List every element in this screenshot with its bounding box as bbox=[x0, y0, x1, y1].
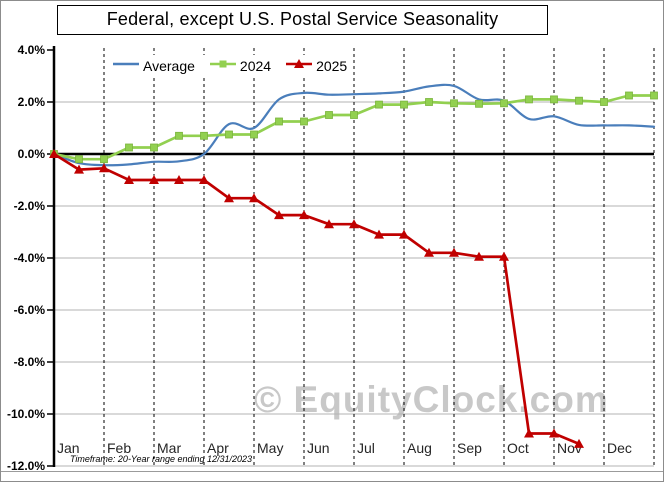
square-marker-2024 bbox=[225, 130, 233, 139]
month-label: Mar bbox=[157, 440, 181, 456]
triangle-marker-2025 bbox=[124, 175, 134, 184]
triangle-marker-2025 bbox=[199, 175, 209, 184]
triangle-marker-2025 bbox=[274, 210, 284, 220]
triangle-marker-2025 bbox=[574, 438, 584, 448]
triangle-marker-2025 bbox=[349, 219, 359, 229]
triangle-marker-2025 bbox=[549, 428, 559, 438]
month-label: Apr bbox=[207, 440, 229, 456]
triangle-marker-2025 bbox=[249, 193, 259, 203]
square-marker-2024 bbox=[400, 100, 408, 109]
square-marker-2024 bbox=[475, 99, 483, 108]
square-marker-2024 bbox=[525, 95, 533, 104]
month-label: Jul bbox=[357, 440, 375, 456]
legend-label-2024: 2024 bbox=[239, 58, 272, 74]
y-axis-label: -6.0% bbox=[14, 303, 46, 317]
chart-title: Federal, except U.S. Postal Service Seas… bbox=[57, 5, 548, 35]
line-swatch-icon bbox=[113, 62, 139, 66]
square-marker-2024 bbox=[75, 155, 83, 164]
y-axis-label: -4.0% bbox=[14, 251, 46, 265]
square-marker-2024 bbox=[350, 111, 358, 119]
square-marker-2024 bbox=[325, 111, 333, 119]
square-marker-2024 bbox=[375, 100, 383, 109]
triangle-marker-2025 bbox=[149, 175, 159, 184]
y-axis-label: -2.0% bbox=[14, 199, 46, 213]
legend-item-2024: 2024 bbox=[209, 57, 272, 75]
triangle-marker-2025 bbox=[224, 193, 234, 203]
square-marker-2024 bbox=[500, 99, 508, 108]
square-marker-2024 bbox=[300, 117, 308, 126]
legend-item-2025: 2025 bbox=[286, 57, 347, 75]
square-marker-2024 bbox=[275, 117, 283, 126]
y-axis-label: 2.0% bbox=[18, 95, 46, 109]
square-marker-2024 bbox=[575, 96, 583, 105]
month-label: Jun bbox=[307, 440, 330, 456]
triangle-marker-2025 bbox=[499, 251, 509, 261]
square-marker-2024 bbox=[625, 91, 633, 100]
triangle-swatch-icon bbox=[286, 59, 313, 68]
square-marker-2024 bbox=[250, 130, 258, 139]
month-label: Feb bbox=[107, 440, 131, 456]
triangle-marker-2025 bbox=[99, 163, 109, 173]
square-marker-2024 bbox=[175, 131, 183, 140]
triangle-marker-2025 bbox=[299, 210, 309, 220]
triangle-marker-2025 bbox=[399, 229, 409, 239]
triangle-marker-2025 bbox=[474, 251, 484, 261]
month-label: May bbox=[257, 440, 283, 456]
square-marker-2024 bbox=[550, 95, 558, 104]
triangle-marker-2025 bbox=[324, 219, 334, 229]
square-marker-2024 bbox=[650, 91, 658, 100]
month-label: Jan bbox=[57, 440, 80, 456]
y-axis-label: -8.0% bbox=[14, 355, 46, 369]
y-axis-label: -12.0% bbox=[7, 459, 45, 473]
square-swatch-icon bbox=[209, 60, 236, 68]
triangle-marker-2025 bbox=[374, 229, 384, 239]
square-marker-swatch bbox=[209, 57, 236, 75]
month-label: Aug bbox=[407, 440, 432, 456]
average-line-swatch bbox=[113, 57, 139, 75]
timeframe-note: Timeframe: 20-Year range ending 12/31/20… bbox=[70, 454, 253, 464]
series-line-average bbox=[52, 83, 656, 167]
legend-label-2025: 2025 bbox=[316, 58, 348, 74]
watermark: © EquityClock.com bbox=[254, 379, 609, 420]
y-axis-label: 0.0% bbox=[18, 147, 46, 161]
triangle-marker-2025 bbox=[524, 428, 534, 438]
square-marker-2024 bbox=[100, 155, 108, 164]
triangle-marker-2025 bbox=[424, 247, 434, 257]
square-marker-2024 bbox=[425, 98, 433, 106]
square-marker-2024 bbox=[150, 143, 158, 152]
legend-label-average: Average bbox=[143, 58, 195, 74]
triangle-marker-2025 bbox=[449, 247, 459, 257]
series-line-2025 bbox=[53, 152, 580, 446]
square-marker-2024 bbox=[200, 131, 208, 140]
month-label: Nov bbox=[557, 440, 582, 456]
y-axis-label: -10.0% bbox=[7, 407, 45, 421]
legend: Average 2024 2025 bbox=[107, 55, 354, 77]
y-axis-label: 4.0% bbox=[18, 43, 46, 57]
square-marker-2024 bbox=[125, 143, 133, 152]
month-label: Sep bbox=[457, 440, 482, 456]
triangle-marker-swatch bbox=[286, 57, 313, 75]
month-label: Oct bbox=[507, 440, 529, 456]
square-marker-2024 bbox=[600, 98, 608, 106]
triangle-marker-2025 bbox=[49, 149, 59, 158]
triangle-marker-2025 bbox=[74, 164, 84, 174]
square-marker-2024 bbox=[450, 99, 458, 108]
month-label: Dec bbox=[607, 440, 632, 456]
triangle-marker-2025 bbox=[174, 175, 184, 184]
legend-item-average: Average bbox=[113, 57, 195, 75]
